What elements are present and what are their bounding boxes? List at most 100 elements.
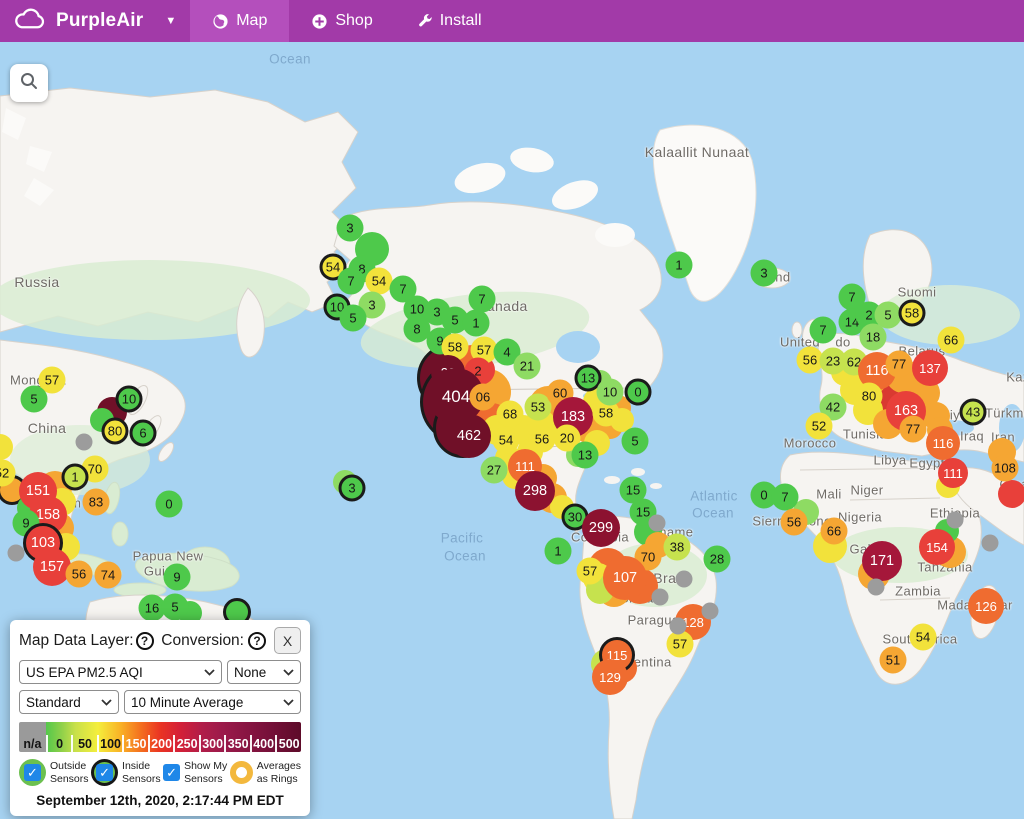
- sensor-dot[interactable]: 68: [496, 400, 524, 428]
- sensor-dot[interactable]: 0: [624, 378, 652, 406]
- sensor-dot[interactable]: 6: [129, 419, 157, 447]
- sensor-dot[interactable]: 54: [365, 267, 393, 295]
- sensor-dot[interactable]: 462: [447, 414, 491, 458]
- sensor-dot[interactable]: 126: [968, 588, 1004, 624]
- sensor-dot[interactable]: 13: [571, 441, 599, 469]
- sensor-dot[interactable]: 66: [820, 517, 848, 545]
- sensor-dot[interactable]: 0: [155, 490, 183, 518]
- sensor-dot[interactable]: 54: [909, 623, 937, 651]
- show-my-sensors-toggle[interactable]: ✓ Show My Sensors: [163, 760, 227, 785]
- sensor-dot[interactable]: 66: [937, 326, 965, 354]
- sensor-dot[interactable]: [998, 480, 1024, 508]
- conversion-help-icon[interactable]: ?: [248, 631, 266, 650]
- style-select[interactable]: Standard: [19, 690, 119, 714]
- average-select[interactable]: 10 Minute Average: [124, 690, 301, 714]
- sensor-dot[interactable]: 3: [338, 474, 366, 502]
- sensor-dot[interactable]: 1: [665, 251, 693, 279]
- sensor-dot[interactable]: [7, 544, 25, 562]
- nav-item-install[interactable]: Install: [395, 0, 504, 42]
- search-button[interactable]: [10, 64, 48, 102]
- close-button[interactable]: X: [274, 627, 301, 654]
- averages-as-rings-toggle[interactable]: Averages as Rings: [229, 760, 301, 785]
- sensor-dot[interactable]: 57: [666, 630, 694, 658]
- sensor-dot[interactable]: 7: [771, 483, 799, 511]
- sensor-dot[interactable]: 56: [796, 346, 824, 374]
- checkbox-checked-icon[interactable]: ✓: [24, 764, 41, 781]
- outside-sensors-toggle[interactable]: ✓ Outside Sensors: [19, 759, 89, 786]
- sensor-dot[interactable]: 7: [809, 316, 837, 344]
- sensor-dot[interactable]: 8: [403, 315, 431, 343]
- sensor-dot[interactable]: 77: [885, 350, 913, 378]
- sensor-dot[interactable]: 54: [319, 253, 347, 281]
- brand[interactable]: PurpleAir ▼: [0, 6, 176, 37]
- sensor-dot[interactable]: 56: [780, 508, 808, 536]
- sensor-dot[interactable]: [981, 534, 999, 552]
- sensor-dot[interactable]: 3: [336, 214, 364, 242]
- sensor-dot[interactable]: 5: [20, 385, 48, 413]
- sensor-dot[interactable]: [648, 514, 666, 532]
- sensor-dot[interactable]: 3: [750, 259, 778, 287]
- sensor-dot[interactable]: 83: [82, 488, 110, 516]
- sensor-dot[interactable]: 5: [621, 427, 649, 455]
- sensor-dot[interactable]: 116: [926, 426, 960, 460]
- sensor-dot[interactable]: 5: [339, 304, 367, 332]
- sensor-dot[interactable]: 80: [101, 417, 129, 445]
- sensor-dot[interactable]: [867, 578, 885, 596]
- sensor-dot[interactable]: 299: [582, 509, 620, 547]
- data-layer-select[interactable]: US EPA PM2.5 AQI: [19, 660, 222, 684]
- sensor-dot[interactable]: 107: [603, 556, 647, 600]
- sensor-dot[interactable]: 58: [898, 299, 926, 327]
- sensor-dot[interactable]: 1: [544, 537, 572, 565]
- sensor-dot[interactable]: 10: [115, 385, 143, 413]
- sensor-dot[interactable]: 56: [528, 425, 556, 453]
- sensor-dot[interactable]: 74: [94, 561, 122, 589]
- sensor-dot[interactable]: 108: [991, 454, 1019, 482]
- sensor-dot[interactable]: [675, 570, 693, 588]
- inside-sensors-toggle[interactable]: ✓ Inside Sensors: [91, 759, 161, 786]
- checkbox-checked-icon[interactable]: ✓: [163, 764, 181, 781]
- sensor-dot[interactable]: 5: [161, 593, 189, 621]
- sensor-dot[interactable]: 1: [462, 309, 490, 337]
- sensor-dot[interactable]: 38: [663, 533, 691, 561]
- sensor-dot[interactable]: 77: [899, 415, 927, 443]
- sensor-dot[interactable]: 154: [919, 529, 955, 565]
- sensor-dot[interactable]: 9: [163, 563, 191, 591]
- sensor-dot[interactable]: 7: [337, 267, 365, 295]
- sensor-dot[interactable]: 56: [65, 560, 93, 588]
- sensor-dot[interactable]: 53: [524, 393, 552, 421]
- sensor-dot[interactable]: 171: [862, 541, 902, 581]
- nav-item-shop[interactable]: Shop: [289, 0, 394, 42]
- sensor-dot[interactable]: 16: [138, 594, 166, 622]
- conversion-select[interactable]: None: [227, 660, 301, 684]
- sensor-dot[interactable]: 54: [492, 426, 520, 454]
- sensor-dot[interactable]: 21: [513, 352, 541, 380]
- sensor-dot[interactable]: 18: [859, 323, 887, 351]
- sensor-dot[interactable]: [701, 602, 719, 620]
- sensor-dot[interactable]: 129: [592, 659, 628, 695]
- sensor-dot[interactable]: 137: [912, 350, 948, 386]
- checkbox-checked-icon[interactable]: ✓: [96, 764, 114, 781]
- sensor-dot[interactable]: 43: [959, 398, 987, 426]
- chevron-down-icon[interactable]: ▼: [165, 15, 177, 27]
- sensor-dot[interactable]: [0, 434, 13, 460]
- sensor-dot[interactable]: [75, 433, 93, 451]
- sensor-dot[interactable]: [651, 588, 669, 606]
- sensor-dot[interactable]: [669, 617, 687, 635]
- sensor-dot[interactable]: 57: [576, 557, 604, 585]
- sensor-dot[interactable]: 157: [33, 548, 71, 586]
- sensor-dot[interactable]: 06: [469, 383, 497, 411]
- nav-item-map[interactable]: Map: [190, 0, 290, 42]
- sensor-dot[interactable]: 10: [596, 378, 624, 406]
- sensor-dot[interactable]: 52: [805, 412, 833, 440]
- sensor-dot[interactable]: 52: [0, 459, 16, 487]
- sensor-dot[interactable]: 28: [703, 545, 731, 573]
- layer-help-icon[interactable]: ?: [135, 631, 154, 650]
- sensor-dot[interactable]: 1: [61, 463, 89, 491]
- sensor-dot[interactable]: 27: [480, 456, 508, 484]
- sensor-dot[interactable]: 42: [819, 393, 847, 421]
- sensor-dot[interactable]: 298: [515, 471, 555, 511]
- sensor-dot[interactable]: 80: [855, 382, 883, 410]
- sensor-dot[interactable]: 111: [938, 458, 968, 488]
- sensor-dot[interactable]: [946, 511, 964, 529]
- sensor-dot[interactable]: 7: [468, 285, 496, 313]
